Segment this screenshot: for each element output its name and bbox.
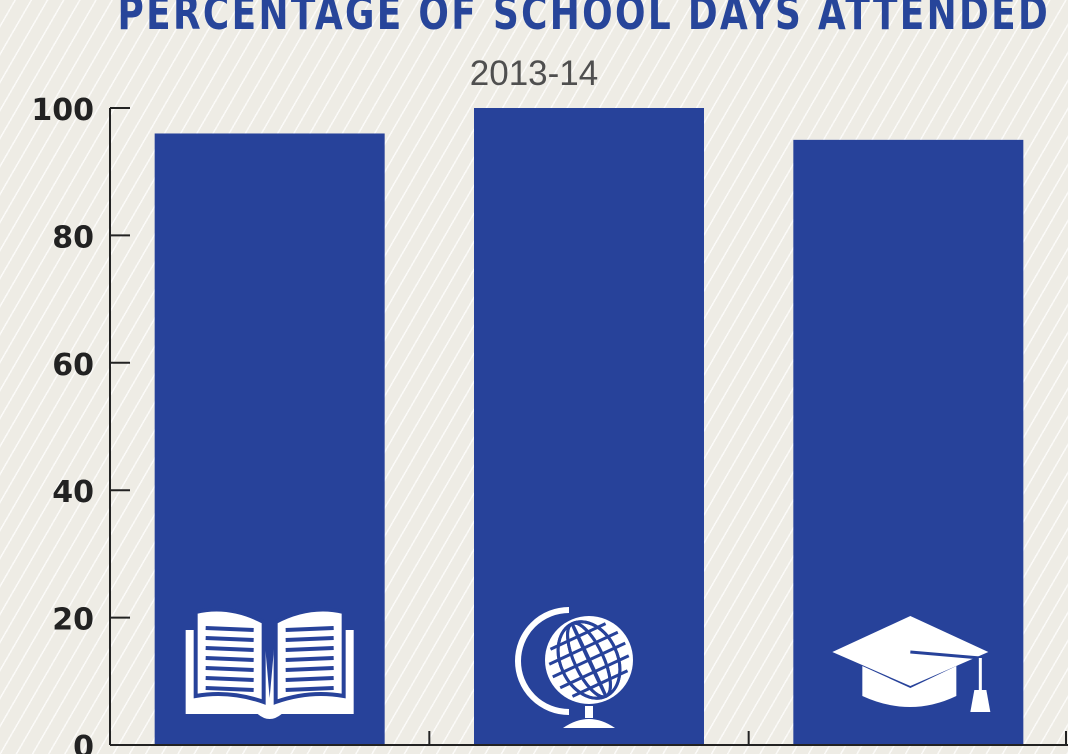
y-tick-label: 60 [52, 348, 94, 383]
chart-subtitle: 2013-14 [469, 54, 599, 93]
y-tick-label: 100 [31, 93, 94, 128]
y-tick-label: 20 [52, 603, 94, 638]
chart-title: PERCENTAGE OF SCHOOL DAYS ATTENDED [117, 0, 1051, 40]
globe-icon [515, 607, 633, 728]
y-tick-label: 80 [52, 220, 94, 255]
graduation-cap-icon [832, 616, 991, 712]
open-book-icon [185, 607, 354, 719]
y-tick-label: 40 [52, 475, 94, 510]
y-tick-label: 0 [73, 730, 94, 754]
